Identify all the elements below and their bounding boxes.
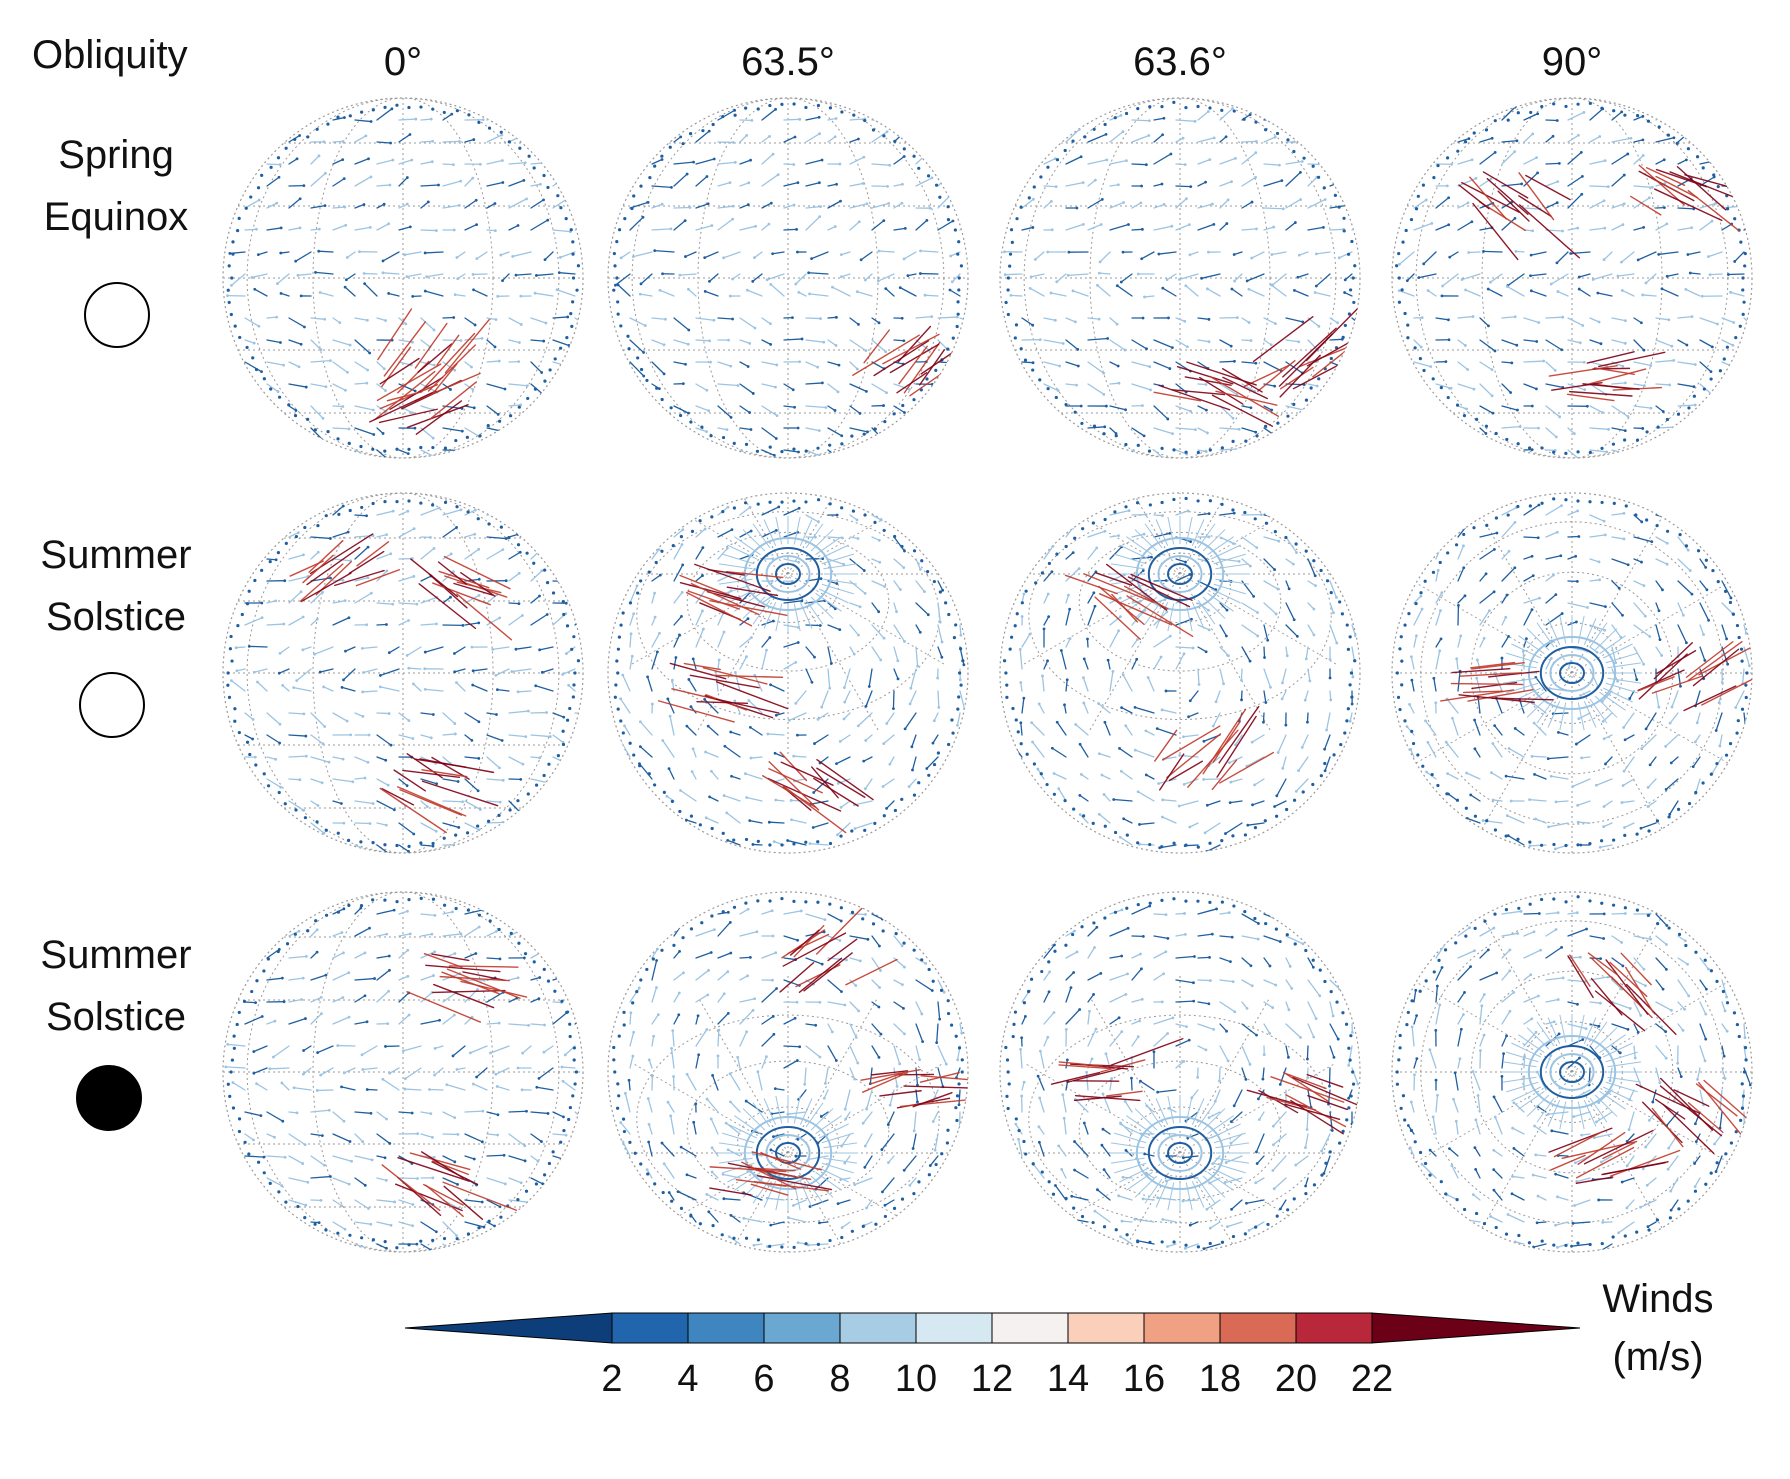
limb-vectors bbox=[612, 102, 964, 454]
graticule bbox=[1000, 98, 1360, 458]
strong-wind-vectors bbox=[657, 563, 874, 834]
wind-vectors bbox=[226, 107, 583, 458]
limb-vectors bbox=[1395, 101, 1747, 455]
strong-wind-vectors bbox=[1064, 563, 1275, 791]
graticule bbox=[223, 98, 583, 458]
colorbar-segment bbox=[611, 1312, 689, 1344]
globe-panel bbox=[1391, 492, 1753, 854]
colorbar-segment bbox=[1219, 1312, 1297, 1344]
limb-vectors bbox=[612, 896, 964, 1249]
column-header-0: 0° bbox=[384, 40, 422, 84]
globe-panel bbox=[222, 97, 584, 459]
wind-vectors bbox=[1011, 509, 1357, 853]
open-circle-marker-1 bbox=[79, 672, 145, 738]
strong-wind-vectors bbox=[381, 953, 528, 1221]
polar-vortex bbox=[1110, 1095, 1250, 1211]
limb-vectors bbox=[226, 499, 581, 848]
obliquity-label: Obliquity bbox=[32, 33, 188, 77]
globe-panel bbox=[999, 97, 1361, 459]
wind-vectors bbox=[614, 107, 968, 458]
graticule bbox=[223, 892, 583, 1252]
colorbar-tick-label: 16 bbox=[1123, 1358, 1165, 1400]
globe-panel bbox=[222, 891, 584, 1253]
globe-panel bbox=[607, 492, 969, 854]
colorbar-tick-label: 8 bbox=[829, 1358, 850, 1400]
row-label-1-line-1: Summer bbox=[40, 533, 191, 577]
colorbar-segment bbox=[1295, 1312, 1373, 1344]
colorbar-segment bbox=[991, 1312, 1069, 1344]
globe-panel bbox=[607, 891, 969, 1253]
globe-panel bbox=[1391, 97, 1753, 459]
column-header-1: 63.5° bbox=[741, 40, 835, 84]
wind-vectors bbox=[1014, 904, 1360, 1251]
colorbar-tick-label: 10 bbox=[895, 1358, 937, 1400]
polar-vortex bbox=[1502, 615, 1642, 731]
colorbar-tick-label: 6 bbox=[753, 1358, 774, 1400]
polar-vortex bbox=[1502, 1014, 1642, 1130]
limb-vectors bbox=[613, 498, 965, 847]
graticule bbox=[223, 493, 583, 853]
polar-vortex bbox=[718, 516, 858, 632]
colorbar-segment bbox=[915, 1312, 993, 1344]
strong-wind-vectors bbox=[289, 533, 513, 834]
graticule bbox=[608, 98, 968, 458]
colorbar-extend-high bbox=[1371, 1312, 1581, 1344]
colorbar-tick-label: 22 bbox=[1351, 1358, 1393, 1400]
strong-wind-vectors bbox=[369, 308, 490, 435]
graticule bbox=[1000, 493, 1360, 754]
colorbar-tick-label: 2 bbox=[601, 1358, 622, 1400]
wind-vectors bbox=[619, 907, 964, 1248]
colorbar-tick-label: 20 bbox=[1275, 1358, 1317, 1400]
colorbar-segment bbox=[763, 1312, 841, 1344]
polar-vortex bbox=[1110, 516, 1250, 632]
limb-vectors bbox=[1002, 496, 1357, 849]
strong-wind-vectors bbox=[709, 900, 968, 1196]
column-header-3: 90° bbox=[1542, 40, 1603, 84]
colorbar-tick-label: 12 bbox=[971, 1358, 1013, 1400]
colorbar-tick-label: 4 bbox=[677, 1358, 698, 1400]
colorbar-label-line-1: Winds bbox=[1602, 1277, 1713, 1321]
colorbar-segment bbox=[1067, 1312, 1145, 1344]
strong-wind-vectors bbox=[1458, 164, 1750, 402]
row-label-2-line-1: Summer bbox=[40, 933, 191, 977]
wind-vectors bbox=[618, 505, 966, 846]
colorbar-segment bbox=[1143, 1312, 1221, 1344]
colorbar-label-line-2: (m/s) bbox=[1612, 1335, 1703, 1379]
globe-panel bbox=[999, 891, 1361, 1253]
limb-vectors bbox=[1004, 100, 1357, 455]
graticule bbox=[608, 973, 968, 1252]
row-label-1-line-2: Solstice bbox=[46, 595, 186, 639]
row-label-0-line-1: Spring bbox=[58, 133, 174, 177]
strong-wind-vectors bbox=[1440, 641, 1752, 712]
strong-wind-vectors bbox=[1548, 952, 1751, 1185]
colorbar-tick-label: 14 bbox=[1047, 1358, 1089, 1400]
limb-vectors bbox=[1004, 897, 1356, 1249]
filled-circle-marker-2 bbox=[76, 1065, 142, 1131]
limb-vectors bbox=[226, 103, 581, 453]
globe-panel bbox=[222, 492, 584, 854]
limb-vectors bbox=[1395, 895, 1748, 1248]
globe-panel bbox=[1391, 891, 1753, 1253]
globe-panel bbox=[607, 97, 969, 459]
globe-panels bbox=[222, 97, 1753, 1253]
colorbar-extend-low bbox=[404, 1312, 613, 1344]
row-label-2-line-2: Solstice bbox=[46, 995, 186, 1039]
wind-vectors bbox=[229, 504, 583, 853]
strong-wind-vectors bbox=[1050, 1038, 1360, 1135]
strong-wind-vectors bbox=[1153, 303, 1360, 427]
globe-panel bbox=[999, 492, 1361, 854]
column-header-2: 63.6° bbox=[1133, 40, 1227, 84]
open-circle-marker-0 bbox=[84, 282, 150, 348]
colorbar-tick-label: 18 bbox=[1199, 1358, 1241, 1400]
colorbar-segment bbox=[687, 1312, 765, 1344]
limb-vectors bbox=[226, 896, 579, 1250]
limb-vectors bbox=[1395, 497, 1749, 848]
colorbar-segment bbox=[839, 1312, 917, 1344]
colorbar: 2 4 6 8 10 12 14 16 18 20 22 bbox=[404, 1312, 1581, 1400]
row-label-0-line-2: Equinox bbox=[44, 195, 189, 239]
